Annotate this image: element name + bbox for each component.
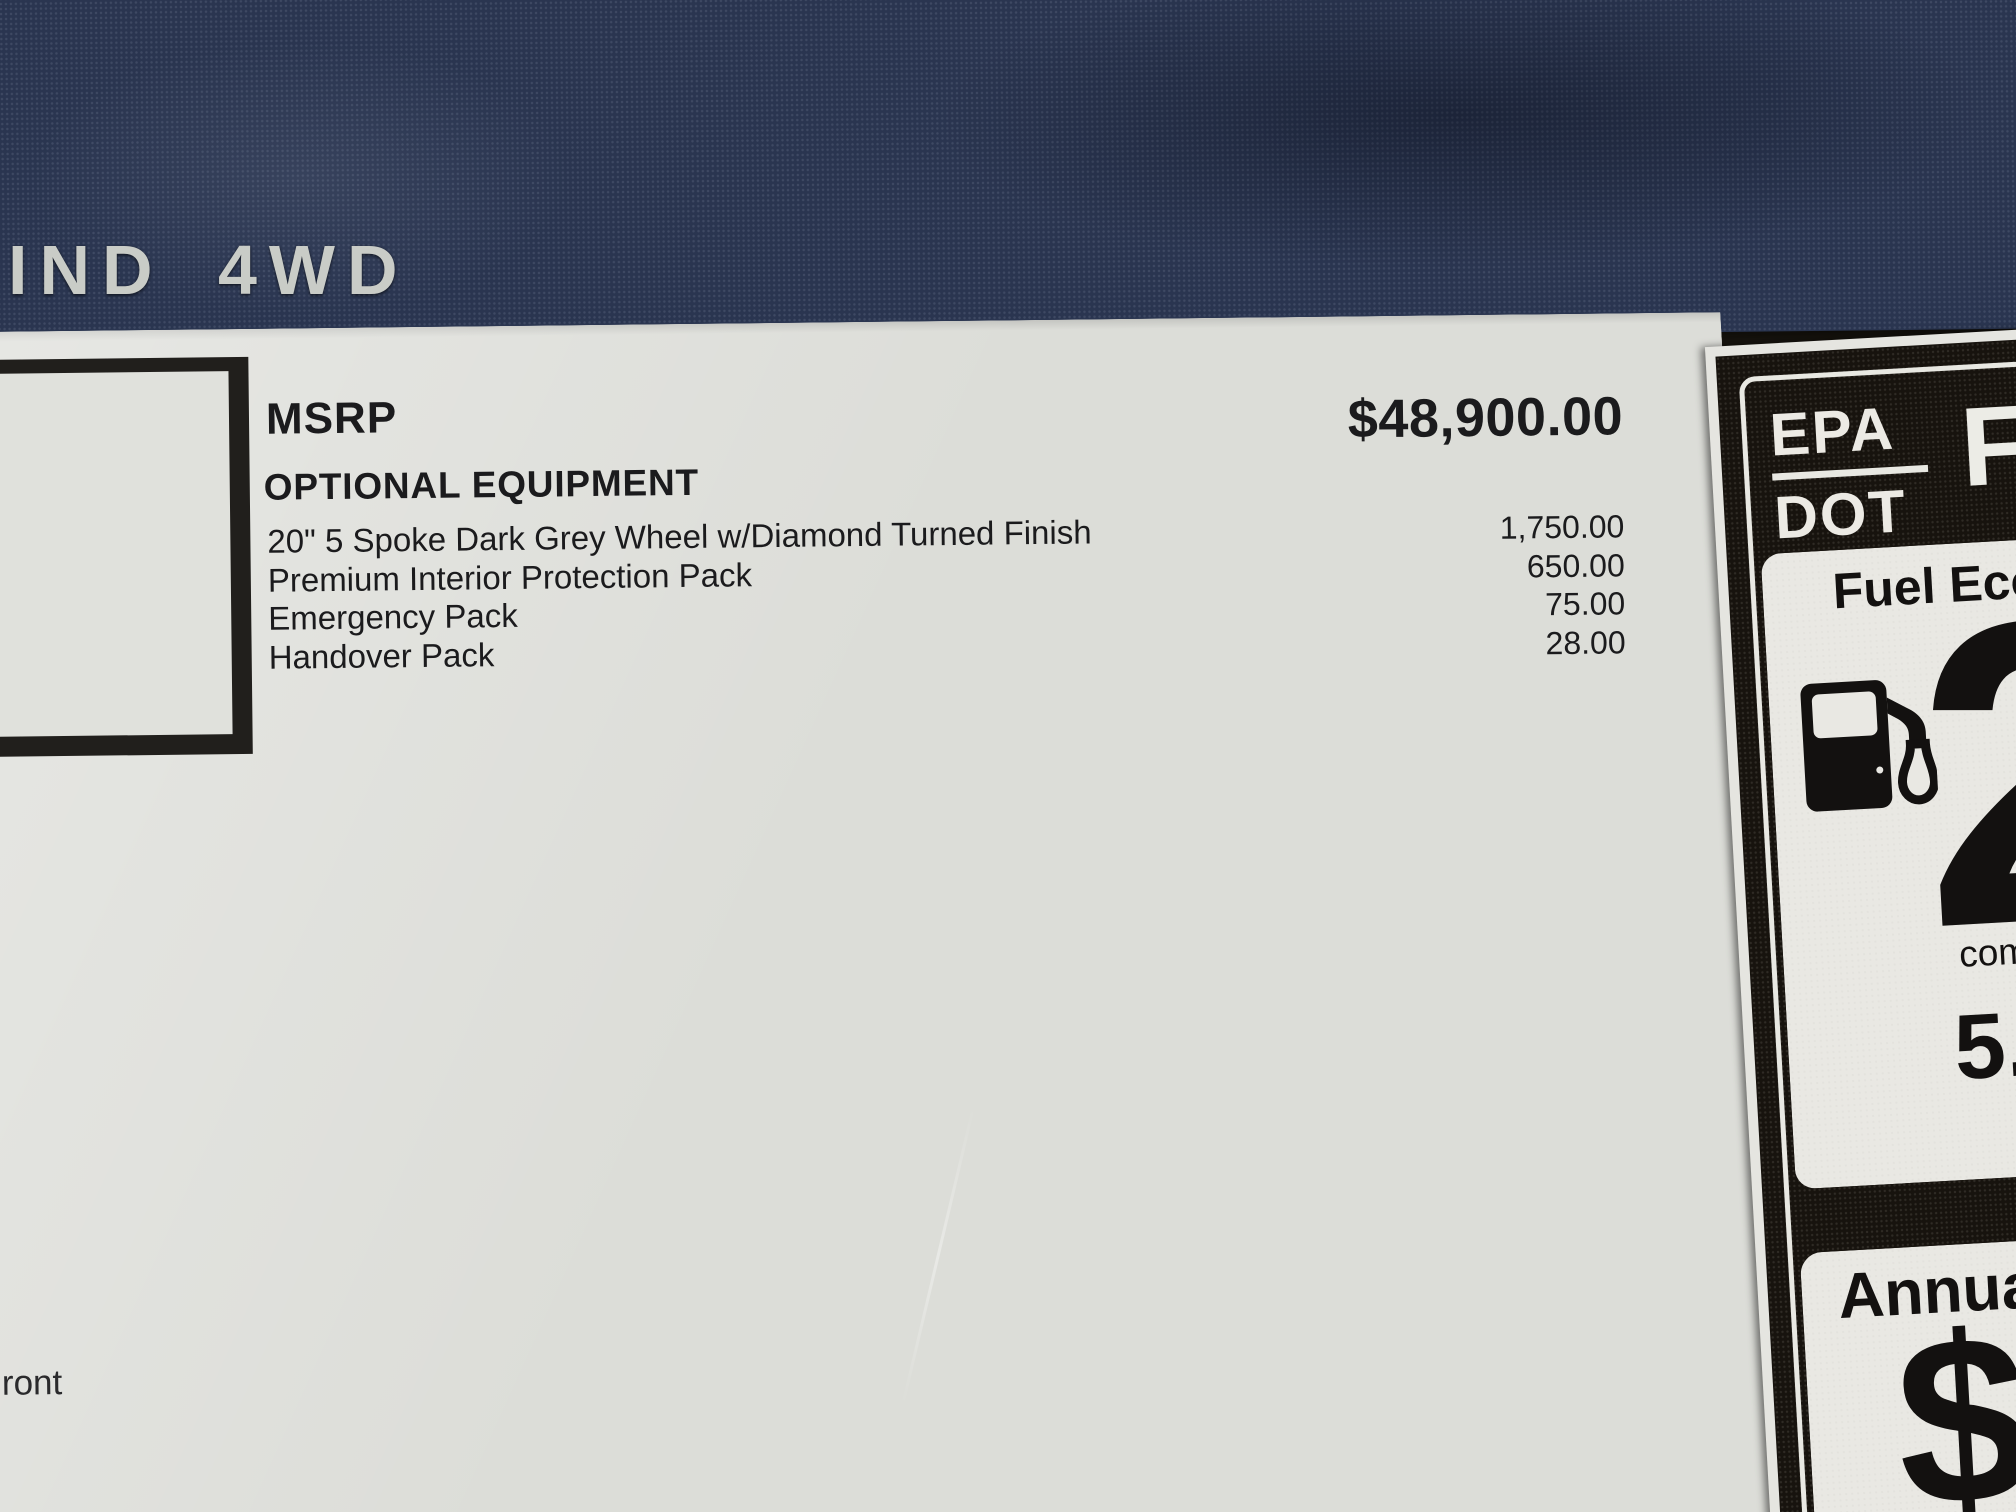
monroney-sticker: MSRP $48,900.00 OPTIONAL EQUIPMENT 20" 5… bbox=[0, 312, 1790, 1512]
annual-fuel-cost-box: Annua $3 bbox=[1799, 1228, 2016, 1512]
mpg-value-partial: 2 bbox=[1905, 526, 2016, 1019]
msrp-label: MSRP bbox=[265, 393, 398, 444]
option-price: 1,750.00 bbox=[1499, 508, 1625, 546]
empty-outlined-box bbox=[0, 357, 253, 757]
epa-label-black-panel: EPA DOT Fu Fuel Eco 2 com 5. An bbox=[1715, 335, 2016, 1512]
epa-agency-text: EPA bbox=[1768, 394, 1897, 469]
option-name: Emergency Pack bbox=[268, 596, 518, 637]
trim-level-text: IND 4WD bbox=[8, 231, 410, 309]
option-name: Premium Interior Protection Pack bbox=[267, 555, 753, 599]
optional-equipment-heading: OPTIONAL EQUIPMENT bbox=[263, 461, 700, 508]
option-name: Handover Pack bbox=[268, 635, 495, 676]
epa-dot-agency-block: EPA DOT bbox=[1768, 394, 1932, 551]
option-price: 650.00 bbox=[1526, 546, 1625, 584]
fuel-economy-title-partial: Fu bbox=[1957, 377, 2016, 510]
fuel-economy-box: Fuel Eco 2 com 5. bbox=[1760, 526, 2016, 1190]
option-price: 28.00 bbox=[1545, 623, 1626, 661]
paper-crease bbox=[901, 1105, 975, 1407]
fuel-pump-icon bbox=[1800, 680, 1939, 812]
combined-label-partial: com bbox=[1958, 930, 2016, 975]
msrp-value: $48,900.00 bbox=[1347, 386, 1624, 450]
option-price: 75.00 bbox=[1544, 585, 1626, 623]
epa-fuel-economy-label: EPA DOT Fu Fuel Eco 2 com 5. An bbox=[1704, 325, 2016, 1512]
annual-cost-value-partial: $3 bbox=[1889, 1277, 2016, 1512]
partial-bottom-text: ront bbox=[1, 1363, 63, 1403]
gallons-per-100mi-partial: 5. bbox=[1951, 993, 2016, 1100]
optional-equipment-list: 20" 5 Spoke Dark Grey Wheel w/Diamond Tu… bbox=[267, 507, 1626, 676]
